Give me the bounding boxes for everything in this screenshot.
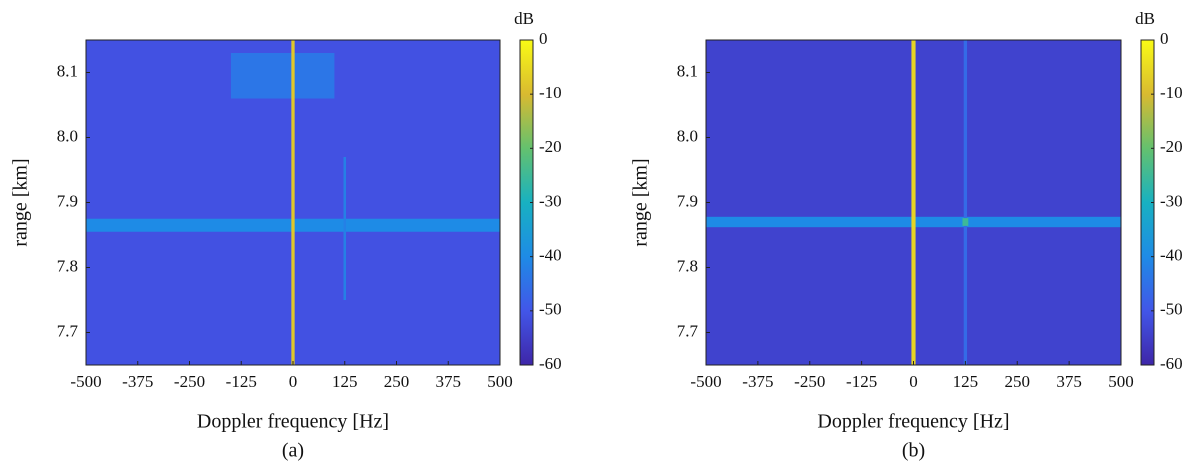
heatmap-feature <box>291 40 295 365</box>
y-tick-label: 8.0 <box>677 126 698 145</box>
colorbar-tick-label: 0 <box>539 29 548 48</box>
colorbar-tick-label: -60 <box>1160 354 1183 373</box>
colorbar-tick-label: 0 <box>1160 29 1169 48</box>
y-tick-label: 8.0 <box>57 126 78 145</box>
x-tick-label: -250 <box>794 372 825 391</box>
colorbar-tick-label: -50 <box>539 300 562 319</box>
colorbar-tick-label: -30 <box>1160 191 1183 210</box>
y-tick-label: 8.1 <box>677 61 698 80</box>
colorbar-tick-label: -20 <box>539 137 562 156</box>
y-axis-label: range [km] <box>630 158 652 246</box>
y-tick-label: 8.1 <box>57 61 78 80</box>
x-tick-label: -500 <box>690 372 721 391</box>
y-tick-label: 7.9 <box>57 191 78 210</box>
colorbar-tick-label: -60 <box>539 354 562 373</box>
colorbar-tick-label: -10 <box>1160 83 1183 102</box>
y-tick-label: 7.7 <box>677 321 699 340</box>
x-tick-label: -250 <box>174 372 205 391</box>
x-tick-label: 0 <box>289 372 298 391</box>
x-axis-label: Doppler frequency [Hz] <box>197 411 389 433</box>
x-tick-label: 375 <box>436 372 462 391</box>
colorbar-label: dB <box>514 9 534 28</box>
x-tick-label: 250 <box>384 372 410 391</box>
colorbar-tick-label: -10 <box>539 83 562 102</box>
colorbar-tick-label: -20 <box>1160 137 1183 156</box>
colorbar-tick-label: -40 <box>1160 246 1183 265</box>
y-tick-label: 7.7 <box>57 321 79 340</box>
x-tick-label: 500 <box>1108 372 1134 391</box>
caption: (b) <box>902 440 925 462</box>
caption: (a) <box>282 440 304 462</box>
x-tick-label: -125 <box>226 372 257 391</box>
y-tick-label: 7.8 <box>677 256 698 275</box>
heatmap-feature <box>343 157 346 300</box>
heatmap-feature <box>962 218 969 226</box>
colorbar-label: dB <box>1135 9 1155 28</box>
x-tick-label: -375 <box>742 372 773 391</box>
x-tick-label: 250 <box>1005 372 1031 391</box>
x-tick-label: 500 <box>487 372 513 391</box>
y-axis-label: range [km] <box>10 158 32 246</box>
x-tick-label: -125 <box>846 372 877 391</box>
heatmap-feature <box>230 53 335 99</box>
x-tick-label: 375 <box>1056 372 1082 391</box>
x-tick-label: 125 <box>332 372 358 391</box>
x-tick-label: 0 <box>909 372 918 391</box>
heatmap-feature <box>963 40 968 365</box>
x-tick-label: 125 <box>953 372 979 391</box>
colorbar-tick-label: -50 <box>1160 300 1183 319</box>
y-tick-label: 7.9 <box>677 191 698 210</box>
heatmap-feature <box>911 40 916 365</box>
colorbar-tick-label: -30 <box>539 191 562 210</box>
x-tick-label: -375 <box>122 372 153 391</box>
x-axis-label: Doppler frequency [Hz] <box>817 411 1009 433</box>
colorbar-tick-label: -40 <box>539 246 562 265</box>
y-tick-label: 7.8 <box>57 256 78 275</box>
x-tick-label: -500 <box>70 372 101 391</box>
